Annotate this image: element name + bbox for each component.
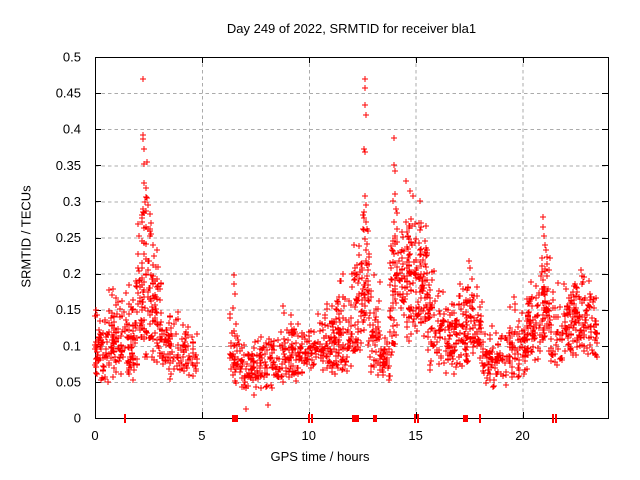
zero-marker: [232, 415, 238, 422]
zero-marker: [555, 414, 557, 423]
y-tick-label: 0.3: [63, 194, 81, 209]
x-tick-label: 20: [515, 428, 529, 443]
zero-marker: [463, 415, 468, 422]
chart-title: Day 249 of 2022, SRMTID for receiver bla…: [226, 21, 477, 36]
y-tick-label: 0.45: [56, 86, 81, 101]
zero-marker: [308, 414, 310, 423]
zero-marker: [311, 414, 313, 423]
zero-value-markers: [124, 414, 557, 423]
zero-marker: [373, 415, 377, 422]
y-tick-label: 0.05: [56, 374, 81, 389]
y-tick-label: 0.1: [63, 338, 81, 353]
axis-ticks: [95, 57, 608, 419]
y-tick-label: 0.25: [56, 230, 81, 245]
data-points: [92, 76, 600, 412]
zero-marker: [124, 414, 126, 423]
zero-marker: [552, 414, 554, 423]
y-tick-label: 0: [74, 411, 81, 426]
y-tick-label: 0.15: [56, 302, 81, 317]
x-tick-label: 0: [91, 428, 98, 443]
zero-marker: [414, 414, 416, 423]
tick-labels: 0 0.05 0.1 0.15 0.2 0.25 0.3 0.35 0.4 0.45 0.5 0 5 10…: [56, 50, 530, 444]
y-tick-label: 0.4: [63, 122, 81, 137]
x-tick-label: 15: [408, 428, 422, 443]
y-tick-label: 0.5: [63, 50, 81, 65]
zero-marker: [352, 415, 359, 422]
y-axis-label: SRMTID / TECUs: [18, 185, 34, 288]
zero-marker: [479, 414, 481, 423]
x-tick-label: 5: [198, 428, 205, 443]
y-tick-label: 0.35: [56, 158, 81, 173]
x-tick-label: 10: [302, 428, 316, 443]
x-axis-label: GPS time / hours: [270, 449, 370, 464]
zero-marker: [417, 414, 419, 423]
y-tick-label: 0.2: [63, 266, 81, 281]
